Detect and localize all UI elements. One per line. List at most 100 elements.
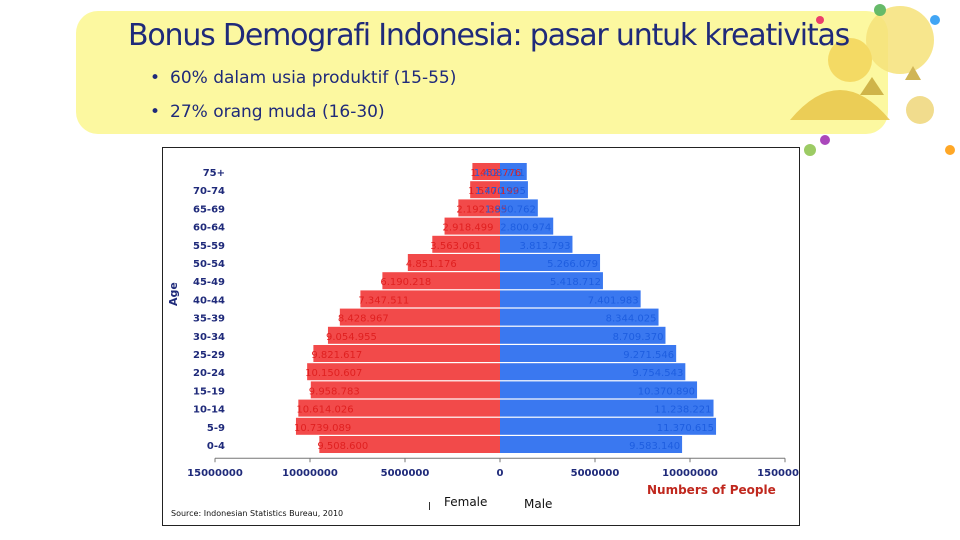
female-value-label: 9.821.617	[311, 350, 362, 361]
female-value-label: 8.428.967	[338, 314, 389, 325]
female-bar	[458, 199, 500, 217]
male-value-label: 9.271.546	[623, 350, 674, 361]
axis-marker	[429, 502, 430, 510]
female-bar	[298, 399, 500, 417]
male-value-label: 1.990.762	[485, 204, 536, 215]
age-group-label: 0-4	[207, 441, 225, 452]
female-bar	[339, 308, 500, 326]
female-value-label: 9.054.955	[326, 332, 377, 343]
male-value-label: 1.408.711	[474, 168, 525, 179]
male-bar	[500, 345, 677, 362]
male-value-label: 2.800.974	[500, 223, 551, 234]
female-value-label: 2.192.385	[456, 204, 507, 215]
female-bar	[360, 290, 500, 308]
female-value-label: 10.739.089	[294, 423, 351, 434]
male-bar	[500, 363, 686, 381]
age-group-label: 55-59	[193, 241, 225, 252]
male-bar	[500, 272, 603, 290]
female-bar	[382, 272, 500, 290]
male-bar	[500, 417, 717, 435]
male-value-label: 11.238.221	[654, 405, 711, 416]
male-value-label: 8.344.025	[606, 314, 657, 325]
age-group-label: 70-74	[193, 186, 225, 197]
female-value-label: 7.347.511	[358, 295, 409, 306]
female-value-label: 4.851.176	[406, 259, 457, 270]
male-bar	[500, 436, 683, 453]
female-value-label: 1.452.776	[470, 168, 521, 179]
male-label: Male	[524, 497, 553, 511]
x-tick-label: 15000000	[757, 468, 799, 479]
male-value-label: 11.370.615	[657, 423, 714, 434]
x-tick-label: 10000000	[662, 468, 718, 479]
slide-title: Bonus Demografi Indonesia: pasar untuk k…	[128, 18, 850, 53]
source-note: Source: Indonesian Statistics Bureau, 20…	[171, 509, 344, 518]
male-value-label: 8.709.370	[613, 332, 664, 343]
age-group-label: 20-24	[193, 368, 225, 379]
male-bar	[500, 217, 554, 235]
female-value-label: 9.958.783	[309, 386, 360, 397]
male-value-label: 3.813.793	[520, 241, 571, 252]
female-bar	[310, 381, 500, 399]
male-value-label: 5.266.079	[547, 259, 598, 270]
x-tick-label: 5000000	[381, 468, 430, 479]
age-group-label: 75+	[203, 168, 225, 179]
male-bar	[500, 235, 573, 253]
female-value-label: 6.190.218	[380, 277, 431, 288]
male-value-label: 9.583.140	[629, 441, 680, 452]
age-group-label: 10-14	[193, 405, 225, 416]
female-bar	[307, 363, 500, 381]
male-bar	[500, 290, 641, 308]
male-bar	[500, 163, 527, 180]
female-bar	[407, 254, 500, 271]
female-bar	[313, 345, 500, 362]
decorative-illustration	[790, 4, 955, 172]
male-value-label: 9.754.543	[632, 368, 683, 379]
age-group-label: 35-39	[193, 314, 225, 325]
female-value-label: 10.150.607	[305, 368, 362, 379]
male-value-label: 10.370.890	[638, 386, 695, 397]
female-bar	[319, 436, 500, 453]
age-group-label: 30-34	[193, 332, 225, 343]
x-tick-label: 10000000	[282, 468, 338, 479]
x-tick-label: 15000000	[187, 468, 243, 479]
female-bar	[472, 163, 500, 180]
male-bar	[500, 308, 659, 326]
y-axis-label: Age	[167, 282, 180, 306]
male-bar	[500, 326, 666, 344]
male-bar	[500, 254, 601, 271]
age-group-label: 65-69	[193, 204, 225, 215]
age-group-label: 5-9	[207, 423, 225, 434]
female-value-label: 3.563.061	[430, 241, 481, 252]
bullet-productive-age: 60% dalam usia produktif (15-55)	[150, 64, 456, 98]
male-bar	[500, 199, 538, 217]
age-group-label: 15-19	[193, 386, 225, 397]
bullet-list: 60% dalam usia produktif (15-55) 27% ora…	[150, 64, 456, 132]
female-bar	[432, 235, 500, 253]
x-axis-label: Numbers of People	[647, 483, 776, 497]
male-bar	[500, 181, 528, 199]
female-bar	[295, 417, 500, 435]
male-value-label: 7.401.983	[588, 295, 639, 306]
female-value-label: 10.614.026	[296, 405, 353, 416]
female-bar	[444, 217, 500, 235]
age-group-label: 25-29	[193, 350, 225, 361]
male-value-label: 5.418.712	[550, 277, 601, 288]
female-bar	[327, 326, 500, 344]
bullet-young-people: 27% orang muda (16-30)	[150, 98, 456, 132]
female-value-label: 2.918.499	[443, 223, 494, 234]
male-bar	[500, 381, 698, 399]
male-value-label: 1.470.205	[475, 186, 526, 197]
x-tick-label: 5000000	[571, 468, 620, 479]
female-value-label: 1.570.199	[468, 186, 519, 197]
female-value-label: 9.508.600	[317, 441, 368, 452]
x-tick-label: 0	[497, 468, 504, 479]
male-bar	[500, 399, 714, 417]
age-group-label: 45-49	[193, 277, 225, 288]
population-pyramid-chart: 75+ 1.452.776 1.408.711 70-74 1.570.199 1.470…	[162, 147, 800, 526]
age-group-label: 40-44	[193, 295, 225, 306]
age-group-label: 50-54	[193, 259, 225, 270]
female-bar	[470, 181, 500, 199]
age-group-label: 60-64	[193, 223, 225, 234]
female-label: Female	[444, 495, 488, 509]
